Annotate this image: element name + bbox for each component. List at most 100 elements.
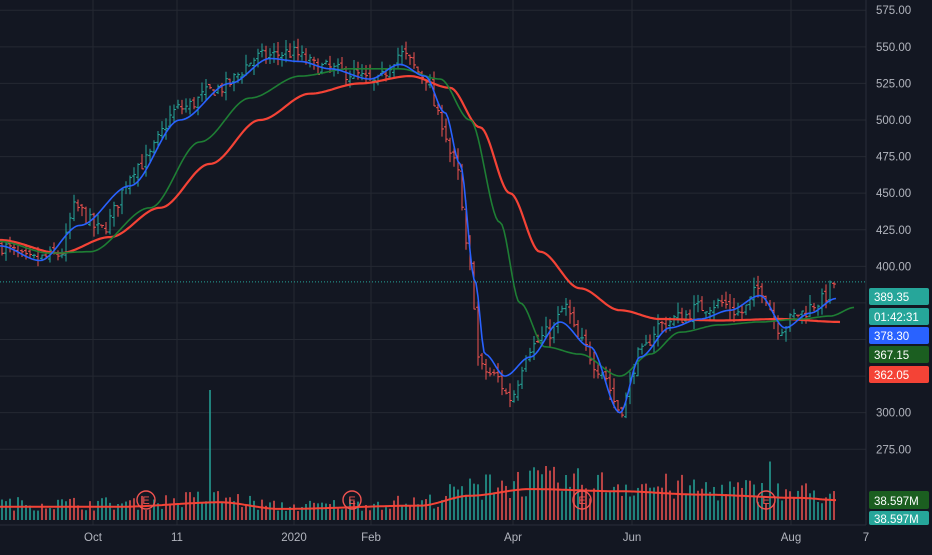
candle — [508, 383, 512, 408]
volume-bar — [509, 497, 511, 520]
time-axis[interactable]: Oct 11 2020 Feb Apr Jun Aug 7 — [84, 532, 869, 544]
volume-bar — [493, 492, 495, 520]
volume-bar — [693, 479, 695, 520]
volume-bar — [445, 495, 447, 520]
volume-bar — [637, 487, 639, 520]
volume-bar — [513, 481, 515, 520]
earnings-label: E — [348, 495, 355, 507]
volume-bar — [557, 482, 559, 520]
volume-bar — [241, 507, 243, 520]
volume-bar — [705, 482, 707, 520]
candle — [296, 38, 300, 61]
earnings-marker[interactable]: E — [756, 490, 776, 510]
candle — [672, 315, 676, 326]
volume-bar — [553, 466, 555, 520]
candle — [336, 58, 340, 74]
volume-bar — [17, 497, 19, 520]
volume-bar — [593, 488, 595, 520]
candle — [272, 43, 276, 63]
price-axis[interactable]: 575.00 550.00 525.00 500.00 475.00 450.00 425.… — [876, 5, 911, 456]
volume-bar — [393, 500, 395, 520]
volume-bar — [425, 499, 427, 520]
earnings-label: E — [142, 495, 149, 507]
volume-bar — [589, 498, 591, 520]
volume-bar — [765, 503, 767, 520]
volume-bar — [209, 390, 211, 520]
volume-bar — [173, 498, 175, 520]
candle — [720, 294, 724, 307]
volume-bar — [361, 510, 363, 520]
volume-bar — [753, 484, 755, 520]
candle — [412, 52, 416, 69]
candle — [724, 291, 728, 309]
volume-bar — [757, 501, 759, 520]
candle — [540, 326, 544, 347]
volume-bar — [137, 509, 139, 520]
volume-bar — [265, 505, 267, 520]
volume-bar — [785, 489, 787, 520]
ma-fast-label: 378.30 — [869, 327, 929, 344]
candle — [136, 163, 140, 187]
volume-bar — [685, 494, 687, 520]
volume-bar — [401, 506, 403, 520]
volume-bar — [109, 502, 111, 520]
candle — [204, 79, 208, 101]
volume-bar — [1, 499, 3, 520]
volume-bar — [569, 486, 571, 520]
candle — [700, 296, 704, 311]
volume-bar — [409, 505, 411, 520]
volume-bar — [661, 487, 663, 520]
candle — [200, 82, 204, 102]
earnings-marker[interactable]: E — [136, 490, 156, 510]
volume-bar — [225, 497, 227, 520]
candle — [504, 388, 508, 395]
ma-mid-badge — [869, 346, 929, 363]
volume-bar — [357, 501, 359, 520]
candle — [108, 208, 112, 235]
time-tick-label: Feb — [361, 532, 381, 544]
volume-bar — [653, 487, 655, 520]
volume-bar — [97, 500, 99, 520]
volume-bar — [389, 508, 391, 520]
candle — [596, 364, 600, 379]
volume-bar — [41, 503, 43, 520]
volume-bar — [309, 500, 311, 520]
candle — [516, 380, 520, 401]
volume-bar — [233, 501, 235, 520]
volume-bar — [821, 503, 823, 520]
volume-bar — [129, 500, 131, 520]
ma-slow-badge — [869, 366, 929, 383]
earnings-marker[interactable]: E — [342, 490, 362, 510]
candle — [756, 275, 760, 298]
time-tick-label: 11 — [171, 532, 183, 544]
volume-bar — [369, 510, 371, 520]
volume-bar — [609, 491, 611, 520]
candle — [408, 54, 412, 65]
volume-bar — [289, 506, 291, 520]
volume-bar — [829, 493, 831, 520]
candle — [208, 84, 212, 90]
volume-bar — [253, 500, 255, 520]
candle — [188, 98, 192, 115]
volume-bar — [229, 497, 231, 520]
earnings-marker[interactable]: E — [572, 490, 592, 510]
volume-bar — [777, 483, 779, 520]
volume-ma-value: 38.597M — [874, 514, 919, 526]
volume-bar — [5, 501, 7, 520]
volume-bar — [341, 509, 343, 520]
volume-bar — [213, 492, 215, 520]
candle — [564, 298, 568, 316]
volume-bar — [125, 501, 127, 520]
ma-mid-value: 367.15 — [874, 350, 909, 362]
volume-bar — [789, 491, 791, 520]
volume-bar — [449, 484, 451, 520]
volume-bar — [617, 484, 619, 520]
volume-bar — [517, 471, 519, 520]
ma-mid-label: 367.15 — [869, 346, 929, 363]
candle — [172, 104, 176, 123]
volume-bar — [825, 497, 827, 520]
earnings-label: E — [578, 495, 585, 507]
